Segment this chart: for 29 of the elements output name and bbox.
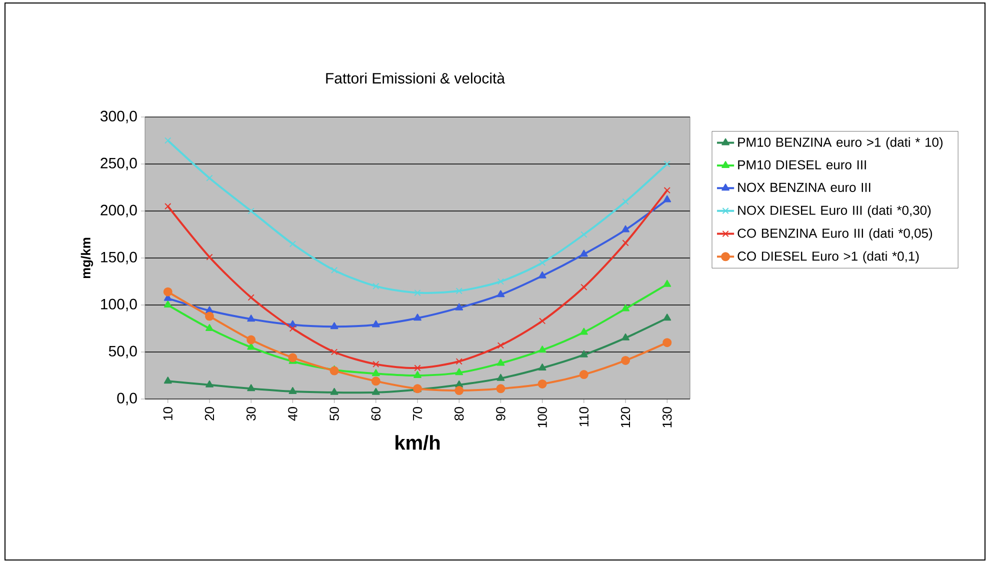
- x-tick-label: 120: [620, 407, 630, 428]
- y-tick-label: 0,0: [117, 392, 137, 406]
- x-tick-label: 130: [662, 407, 672, 428]
- x-axis-title: km/h: [396, 435, 440, 450]
- legend-label: PM10 DIESEL euro III: [738, 160, 866, 170]
- x-tick-label: 20: [204, 407, 214, 420]
- legend-label: PM10 BENZINA euro >1 (dati * 10): [738, 137, 943, 150]
- y-tick-label: 300,0: [100, 110, 137, 124]
- x-tick-label: 10: [163, 407, 172, 420]
- x-tick-label: 60: [371, 407, 380, 420]
- x-tick-label: 40: [288, 407, 298, 421]
- y-tick-label: 100,0: [101, 298, 137, 312]
- x-tick-label: 70: [412, 407, 422, 420]
- legend-label: CO BENZINA Euro III (dati *0,05): [738, 228, 932, 240]
- x-tick-label: 80: [454, 407, 464, 420]
- x-tick-label: 90: [496, 407, 506, 420]
- y-tick-label: 200,0: [100, 204, 137, 218]
- x-tick-label: 100: [538, 407, 547, 428]
- x-tick-label: 110: [579, 407, 589, 426]
- y-tick-label: 150,0: [101, 252, 137, 264]
- legend-label: NOX BENZINA euro III: [738, 182, 870, 192]
- legend-label: NOX DIESEL Euro III (dati *0,30): [738, 205, 931, 218]
- y-tick-label: 250,0: [100, 158, 137, 170]
- y-axis-title: mg/km: [80, 238, 94, 278]
- x-tick-label: 30: [246, 407, 256, 420]
- y-tick-label: 50,0: [108, 346, 137, 358]
- chart-title: Fattori Emissioni & velocità: [326, 72, 506, 84]
- legend-label: CO DIESEL Euro >1 (dati *0,1): [738, 251, 919, 264]
- x-tick-label: 50: [330, 407, 339, 420]
